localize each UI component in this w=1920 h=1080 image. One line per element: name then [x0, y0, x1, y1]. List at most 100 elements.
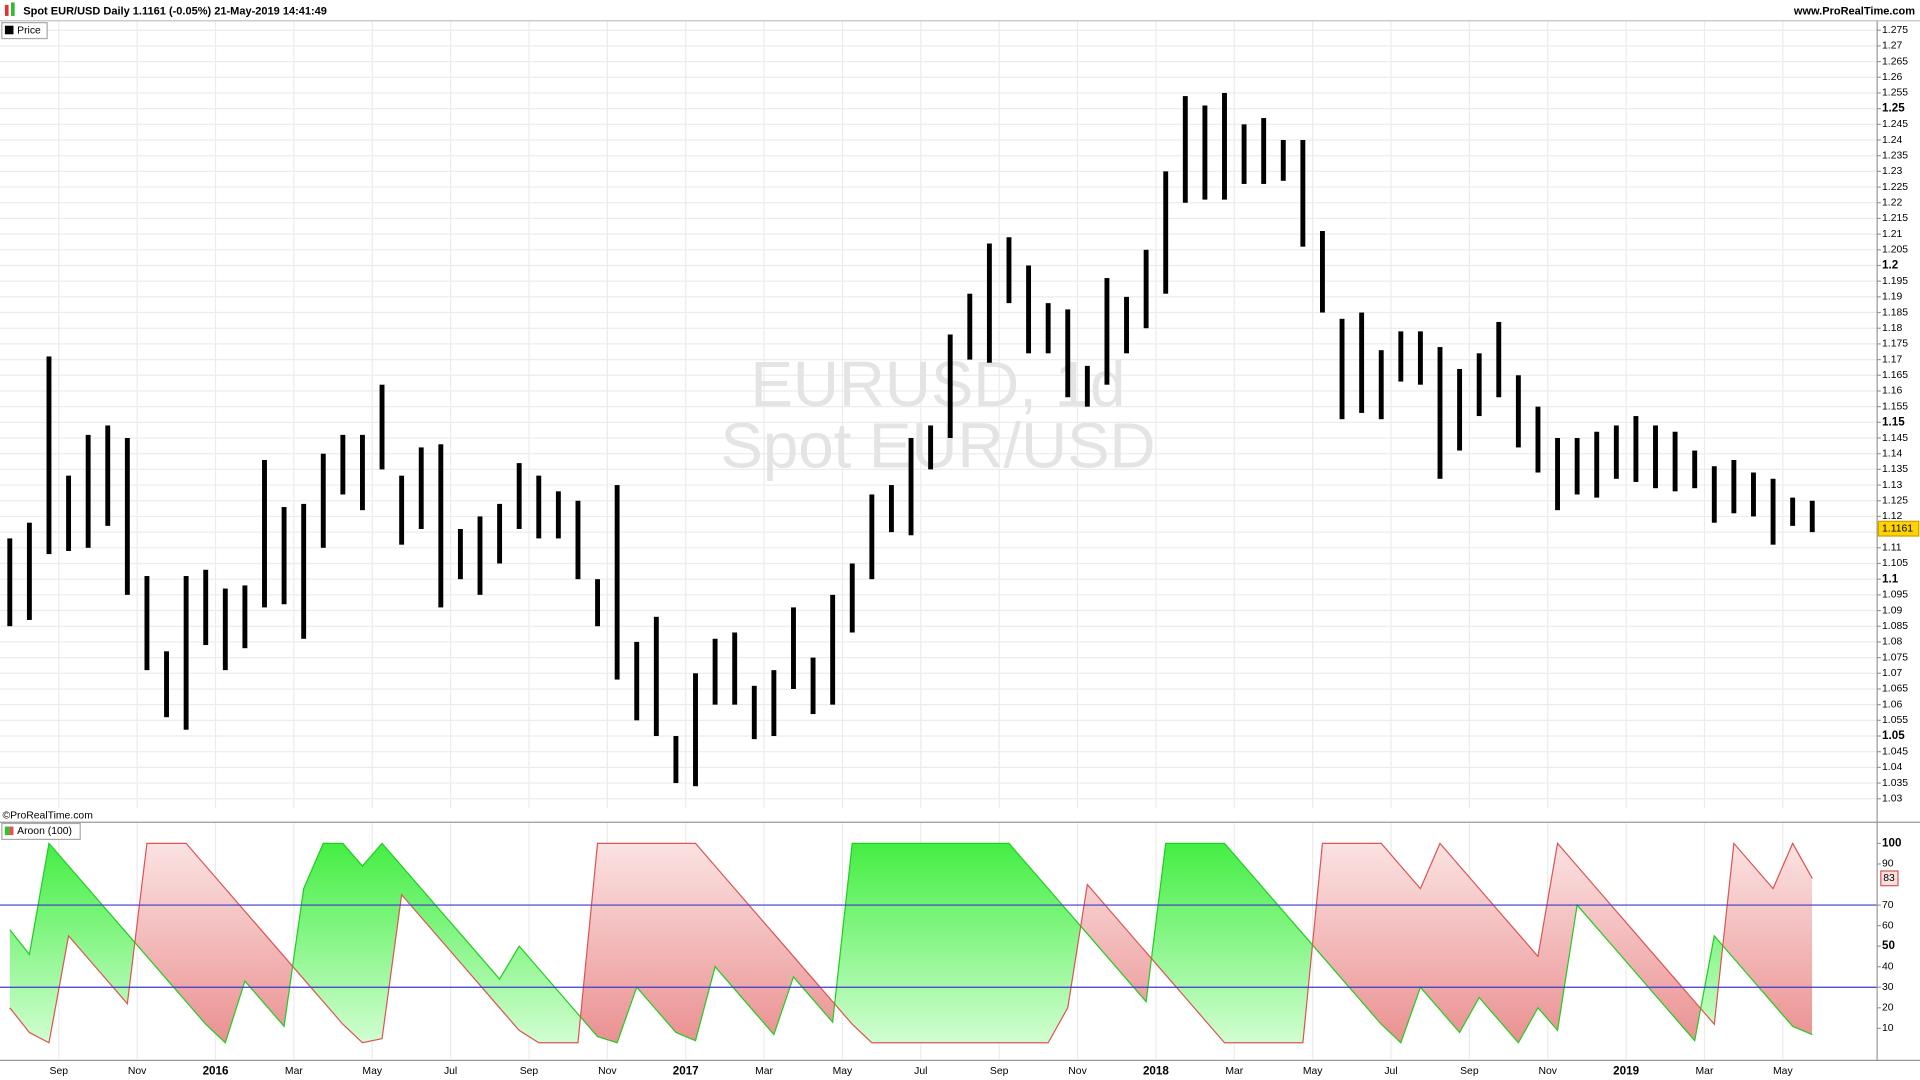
price-bar: [124, 438, 130, 595]
y-tick-label: 1.14: [1882, 448, 1902, 459]
price-bar: [830, 594, 836, 705]
price-bar: [1731, 459, 1737, 514]
y-tick-label: 1.22: [1882, 198, 1902, 209]
price-bar: [1320, 230, 1325, 313]
price-bar: [66, 475, 72, 551]
price-bar: [1692, 450, 1698, 489]
y-tick-label: 70: [1882, 900, 1894, 911]
y-tick-label: 1.25: [1882, 102, 1905, 115]
y-tick-label: 1.13: [1882, 480, 1902, 491]
price-bar: [262, 459, 267, 608]
y-tick-label: 1.2: [1882, 259, 1898, 272]
price-bar: [1437, 347, 1443, 479]
price-bar: [379, 384, 385, 470]
y-tick-label: 1.06: [1882, 699, 1902, 710]
price-bar: [1143, 249, 1149, 329]
x-tick-label: Sep: [50, 1066, 69, 1077]
grid: 1.03 1.035 1.04 1.045 1.05 1.055 1.06 1.065 1.07…: [0, 20, 1908, 1078]
price-bar: [536, 475, 542, 539]
price-bar: [1770, 478, 1776, 545]
price-bar: [947, 334, 953, 439]
price-bar: [1202, 105, 1208, 200]
y-tick-label: 1.17: [1882, 354, 1902, 365]
copyright: ©ProRealTime.com: [2, 810, 92, 821]
price-bar: [144, 576, 150, 671]
price-bar: [1084, 365, 1090, 407]
price-bar: [634, 641, 640, 721]
legend-box: [1, 822, 81, 840]
price-bar: [183, 576, 189, 730]
price-bar: [1222, 92, 1227, 200]
price-bar: [46, 356, 52, 555]
x-tick-label: Jul: [444, 1066, 457, 1077]
price-bar: [1751, 472, 1756, 517]
aroon-line: [9, 841, 1813, 1044]
x-tick-label: 2016: [203, 1065, 229, 1078]
y-tick-label: 1.195: [1882, 276, 1908, 287]
y-tick-label: 1.105: [1882, 558, 1908, 569]
price-bar: [693, 673, 698, 787]
y-tick-label: 1.05: [1882, 729, 1905, 742]
price-bar: [1300, 140, 1306, 247]
price-bar: [418, 447, 424, 529]
y-tick-label: 1.27: [1882, 41, 1902, 52]
y-tick-label: 1.23: [1882, 166, 1902, 177]
y-tick-label: 1.265: [1882, 56, 1908, 67]
y-tick-label: 1.245: [1882, 119, 1908, 130]
price-bar: [849, 563, 855, 633]
price-bar: [1026, 265, 1032, 354]
price-bar: [1711, 466, 1717, 523]
price-bar: [1417, 331, 1423, 385]
price-bar: [810, 657, 816, 715]
price-bar: [164, 651, 169, 718]
x-tick-label: Mar: [1225, 1066, 1243, 1077]
legend-swatch: [9, 826, 14, 836]
price-bar: [1594, 431, 1600, 498]
price-bar: [320, 453, 326, 548]
y-tick-label: 1.235: [1882, 150, 1908, 161]
price-bar: [105, 425, 111, 526]
y-tick-label: 1.11: [1882, 543, 1902, 554]
y-tick-label: 40: [1882, 961, 1894, 972]
price-bar: [1535, 406, 1541, 473]
price-bar: [1515, 375, 1521, 448]
price-bar: [673, 736, 679, 784]
y-tick-label: 60: [1882, 920, 1894, 931]
y-tick-label: 1.215: [1882, 213, 1908, 224]
y-tick-label: 10: [1882, 1023, 1894, 1034]
y-tick-label: 100: [1882, 836, 1901, 849]
y-tick-label: 1.225: [1882, 182, 1908, 193]
price-bar: [1476, 353, 1482, 417]
x-tick-label: Nov: [598, 1066, 617, 1077]
price-bar: [967, 293, 973, 360]
price-bar: [986, 243, 992, 363]
price-bar: [1241, 124, 1247, 184]
price-bar: [7, 538, 13, 627]
price-bar: [1378, 350, 1384, 420]
last-price-box: [1877, 520, 1920, 537]
chart-title: Spot EUR/USD Daily 1.1161 (-0.05%) 21-Ma…: [23, 6, 327, 18]
y-tick-label: 1.09: [1882, 605, 1902, 616]
source: www.ProRealTime.com: [1793, 6, 1915, 18]
x-tick-label: Sep: [990, 1066, 1009, 1077]
price-bar: [1457, 369, 1463, 451]
y-tick-label: 50: [1882, 939, 1895, 952]
price-bar: [281, 507, 287, 605]
price-bar: [1124, 296, 1129, 354]
y-tick-label: 30: [1882, 982, 1894, 993]
price-bar: [614, 485, 620, 680]
price-bar: [1653, 425, 1658, 489]
price-bar: [869, 494, 875, 580]
price-bar: [751, 685, 757, 740]
x-tick-label: Mar: [755, 1066, 773, 1077]
x-tick-label: Jul: [914, 1066, 927, 1077]
legend-label: Price: [17, 25, 41, 36]
price-bar: [928, 425, 934, 470]
y-tick-label: 1.155: [1882, 401, 1908, 412]
price-bar: [1809, 500, 1815, 533]
y-tick-label: 1.125: [1882, 496, 1908, 507]
y-tick-label: 1.205: [1882, 245, 1908, 256]
price-bar: [1104, 278, 1110, 385]
